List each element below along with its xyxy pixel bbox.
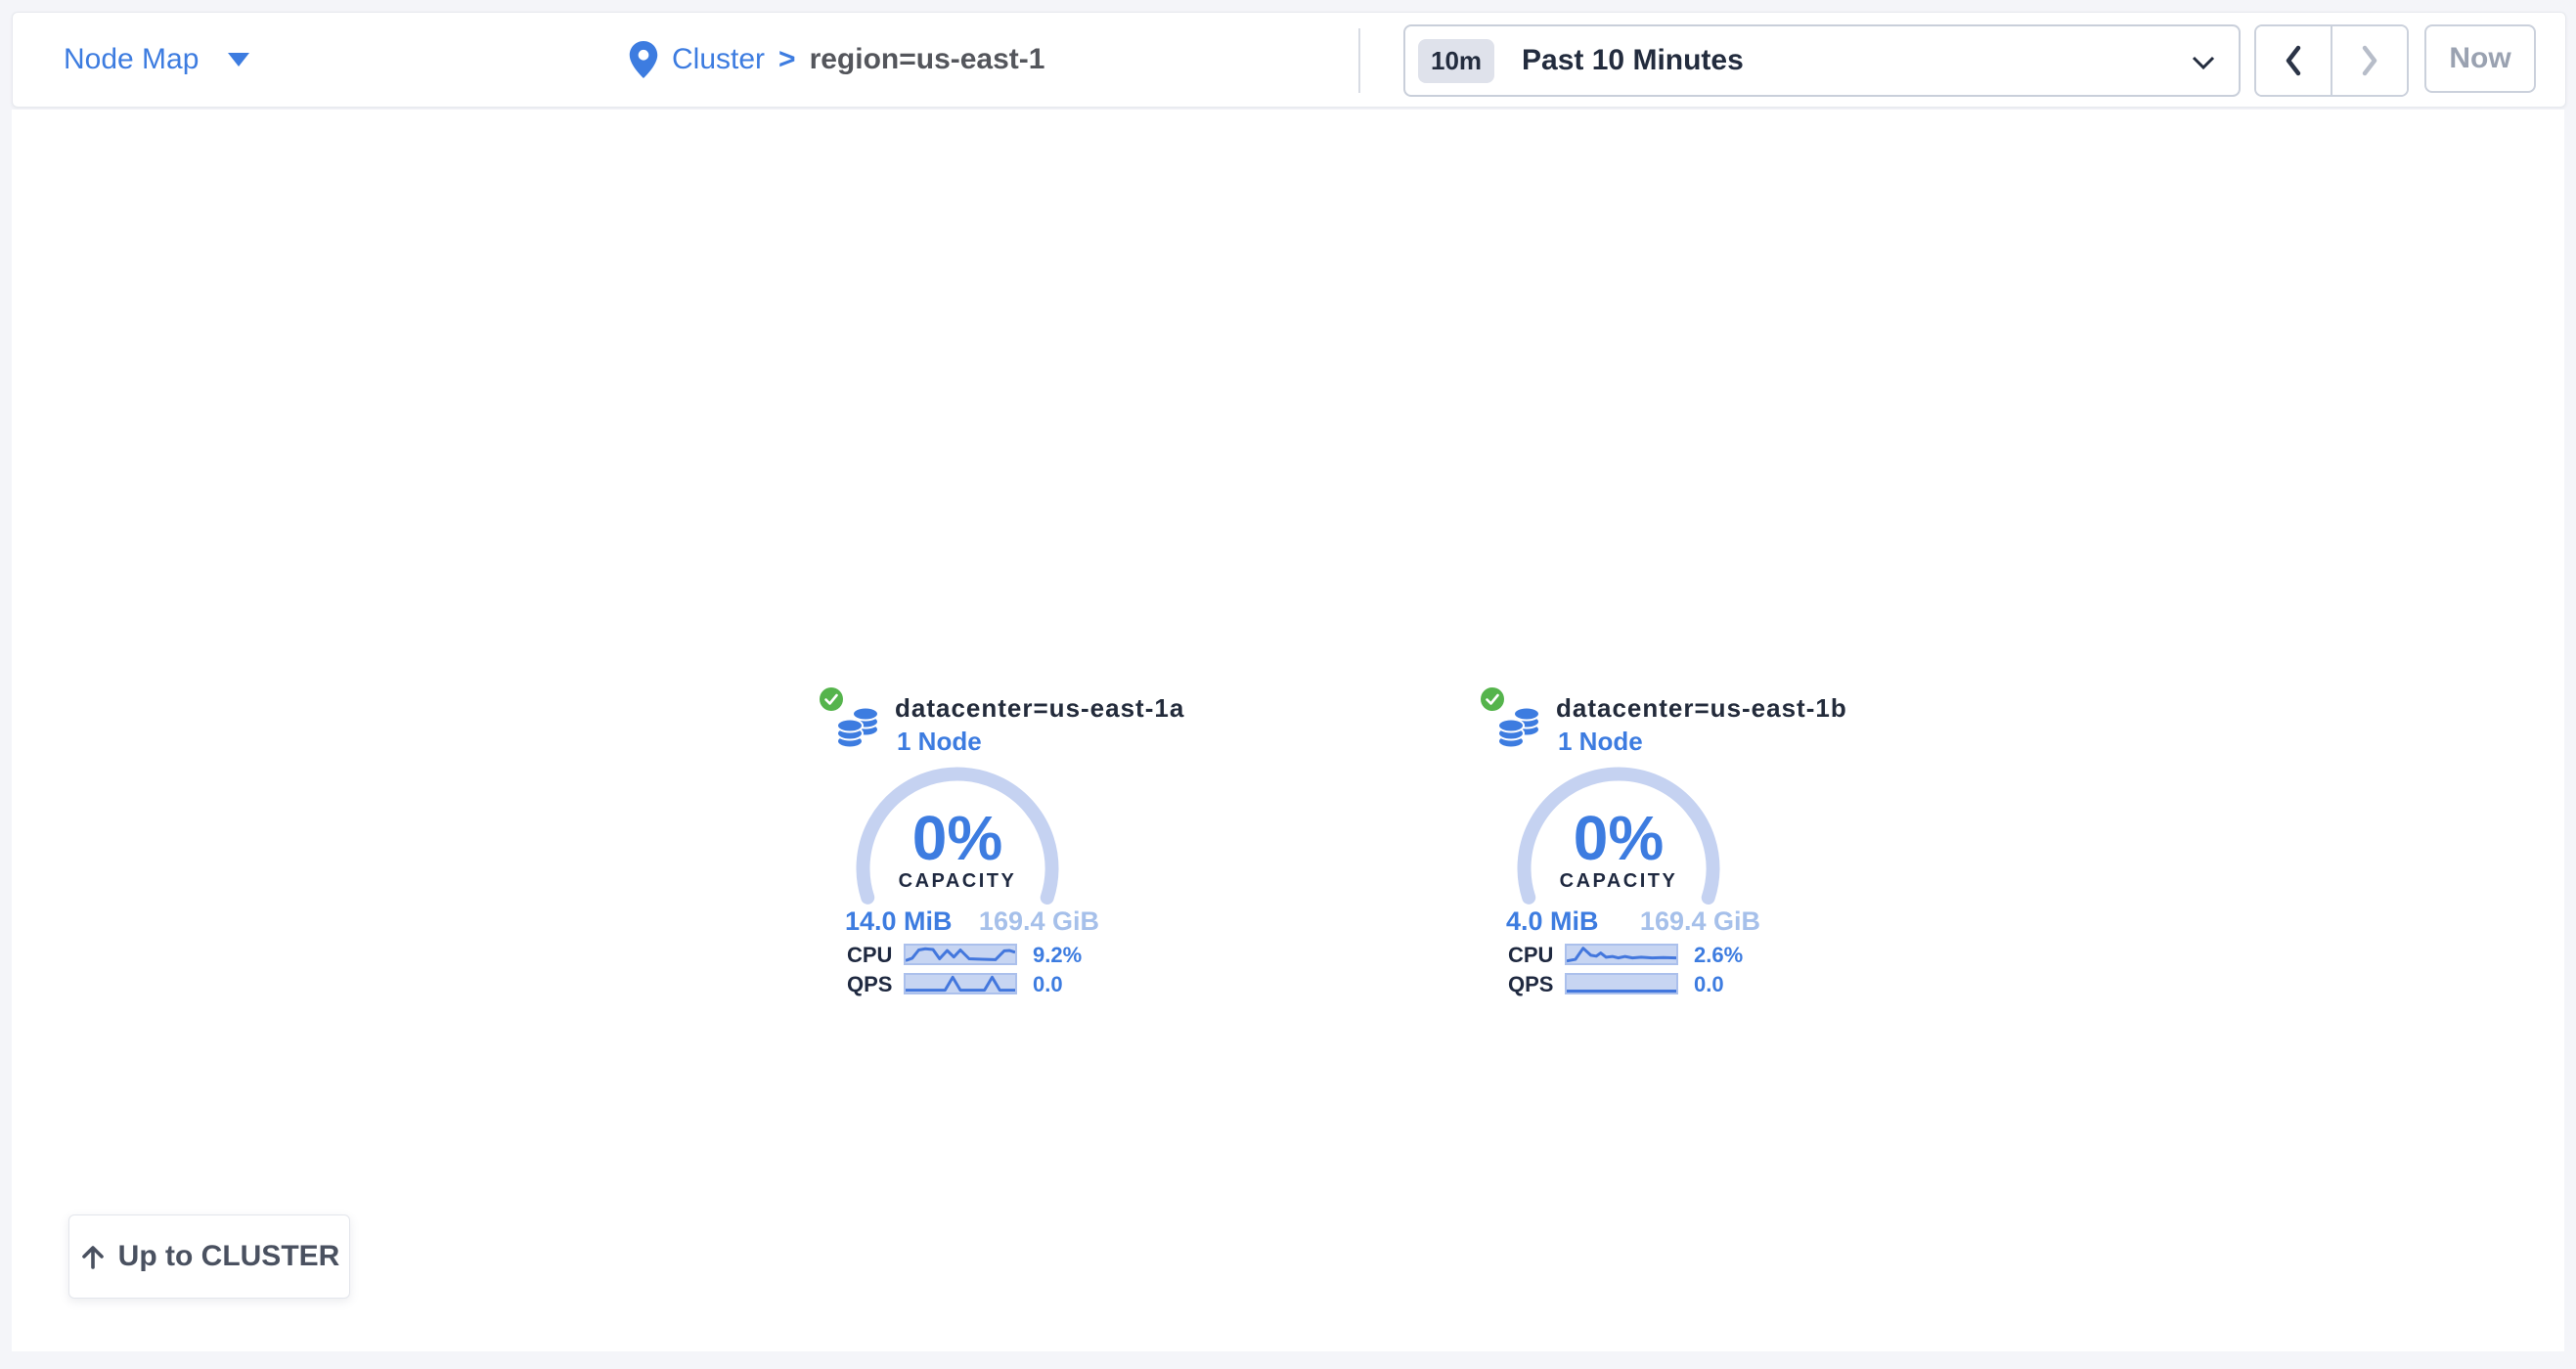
datacenter-card[interactable]: datacenter=us-east-1b 1 Node 0% CAPACITY… (1481, 682, 1872, 1019)
cpu-metric-row: CPU 2.6% (1481, 944, 1872, 969)
breadcrumb-separator: > (778, 43, 796, 75)
datacenter-node-count-link[interactable]: 1 Node (897, 727, 982, 756)
capacity-label: CAPACITY (898, 870, 1017, 892)
health-check-icon (820, 687, 843, 711)
cpu-label: CPU (1508, 943, 1554, 967)
topbar: Node Map Cluster > region=us-east-1 10m … (12, 12, 2566, 108)
capacity-total: 169.4 GiB (1639, 906, 1760, 936)
breadcrumb: Cluster > region=us-east-1 (629, 13, 1044, 107)
view-selector-dropdown[interactable]: Node Map (64, 13, 250, 107)
time-window-dropdown[interactable]: 10m Past 10 Minutes (1403, 24, 2241, 97)
location-pin-icon (629, 41, 658, 78)
topbar-divider (1358, 28, 1360, 93)
breadcrumb-current: region=us-east-1 (809, 43, 1045, 75)
capacity-row: 14.0 MiB 169.4 GiB (845, 906, 1099, 937)
qps-metric-row: QPS 0.0 (820, 973, 1211, 998)
datacenter-name: datacenter=us-east-1a (895, 693, 1185, 723)
time-nav-buttons (2254, 24, 2409, 97)
caret-down-icon (228, 53, 250, 66)
qps-label: QPS (1508, 972, 1554, 996)
chevron-down-icon (2192, 56, 2215, 69)
cpu-sparkline (904, 944, 1017, 965)
cpu-label: CPU (847, 943, 893, 967)
time-forward-button[interactable] (2332, 26, 2407, 95)
cpu-metric-row: CPU 9.2% (820, 944, 1211, 969)
cpu-value: 2.6% (1694, 943, 1744, 967)
time-window-badge: 10m (1418, 38, 1495, 83)
now-button[interactable]: Now (2424, 24, 2536, 93)
cpu-sparkline (1565, 944, 1678, 965)
cpu-value: 9.2% (1033, 943, 1083, 967)
chevron-left-icon (2286, 45, 2301, 76)
capacity-used: 14.0 MiB (845, 906, 953, 936)
time-window-label: Past 10 Minutes (1522, 44, 1744, 76)
capacity-row: 4.0 MiB 169.4 GiB (1506, 906, 1760, 937)
node-map-canvas: datacenter=us-east-1a 1 Node 0% CAPACITY… (12, 110, 2564, 1351)
qps-label: QPS (847, 972, 893, 996)
capacity-percent: 0% (911, 803, 1003, 873)
capacity-total: 169.4 GiB (978, 906, 1099, 936)
datacenter-node-count-link[interactable]: 1 Node (1558, 727, 1643, 756)
qps-sparkline (904, 973, 1017, 994)
capacity-percent: 0% (1573, 803, 1665, 873)
time-back-button[interactable] (2256, 26, 2332, 95)
datacenter-card[interactable]: datacenter=us-east-1a 1 Node 0% CAPACITY… (820, 682, 1211, 1019)
health-check-icon (1481, 687, 1504, 711)
chevron-right-icon (2362, 45, 2377, 76)
capacity-label: CAPACITY (1559, 870, 1678, 892)
qps-metric-row: QPS 0.0 (1481, 973, 1872, 998)
up-to-cluster-label: Up to CLUSTER (117, 1240, 340, 1272)
arrow-up-icon (81, 1246, 104, 1269)
datacenter-name: datacenter=us-east-1b (1556, 693, 1847, 723)
datacenter-disks-icon (1497, 706, 1540, 749)
datacenter-disks-icon (836, 706, 879, 749)
capacity-gauge-arc (856, 767, 1059, 970)
qps-sparkline (1565, 973, 1678, 994)
up-to-cluster-button[interactable]: Up to CLUSTER (68, 1214, 350, 1299)
breadcrumb-cluster-link[interactable]: Cluster (672, 43, 766, 75)
view-selector-label: Node Map (64, 43, 200, 75)
qps-value: 0.0 (1033, 972, 1063, 996)
qps-value: 0.0 (1694, 972, 1724, 996)
capacity-gauge-arc (1517, 767, 1720, 970)
capacity-used: 4.0 MiB (1506, 906, 1599, 936)
